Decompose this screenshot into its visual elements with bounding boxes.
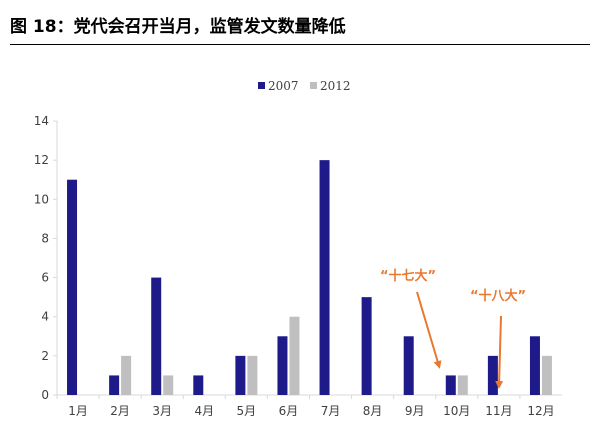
bar-2007-6 [277,336,288,395]
y-tick-label: 12 [34,153,49,167]
bar-2012-3 [163,375,174,395]
legend-swatch-2007 [258,82,265,89]
bar-2007-11 [487,355,498,395]
legend-label-2012: 2012 [320,79,351,93]
y-tick-label: 14 [34,114,49,128]
bar-2007-5 [235,355,246,395]
y-tick-label: 2 [41,349,49,363]
x-tick-label: 8月 [363,404,383,418]
bars [67,160,552,395]
figure-title: 图 18：党代会召开当月，监管发文数量降低 [10,17,346,37]
legend: 2007 2012 [258,79,351,93]
annotation-arrow [495,315,504,389]
bar-2012-10 [457,375,468,395]
x-tick-label: 6月 [279,404,299,418]
x-tick-label: 12月 [527,404,554,418]
bar-2007-2 [109,375,120,395]
annotation-label: “十八大” [470,288,526,304]
x-tick-label: 2月 [110,404,130,418]
y-tick-label: 10 [34,192,49,206]
bar-2012-2 [121,355,132,395]
bar-2007-4 [193,375,204,395]
y-tick-label: 4 [41,310,49,324]
legend-label-2007: 2007 [268,79,299,93]
annotation-label: “十七大” [380,268,436,284]
y-axis: 0 2 4 6 8 10 12 14 [34,114,58,402]
bar-2007-1 [67,179,78,395]
annotations: “十七大” “十八大” [380,268,526,389]
bar-2012-6 [289,316,300,395]
title-rule [10,44,590,45]
bar-2007-12 [529,336,540,395]
x-tick-label: 3月 [152,404,172,418]
y-tick-label: 0 [41,388,49,402]
bar-2007-9 [403,336,414,395]
bar-2012-12 [541,355,552,395]
bar-2012-5 [247,355,258,395]
x-tick-label: 11月 [485,404,512,418]
bar-2007-3 [151,277,162,395]
x-tick-label: 4月 [194,404,214,418]
bar-2007-10 [445,375,456,395]
x-tick-label: 10月 [443,404,470,418]
legend-swatch-2012 [310,82,317,89]
x-tick-label: 9月 [405,404,425,418]
annotation-arrow [416,291,442,369]
x-tick-label: 5月 [237,404,257,418]
bar-2007-8 [361,297,372,395]
x-axis: 1月 2月 3月 4月 5月 6月 7月 8月 9月 10月 11月 12月 [56,394,562,418]
y-tick-label: 6 [41,271,49,285]
x-tick-label: 1月 [68,404,88,418]
y-tick-label: 8 [41,231,49,245]
x-tick-label: 7月 [321,404,341,418]
bar-2007-7 [319,160,330,395]
